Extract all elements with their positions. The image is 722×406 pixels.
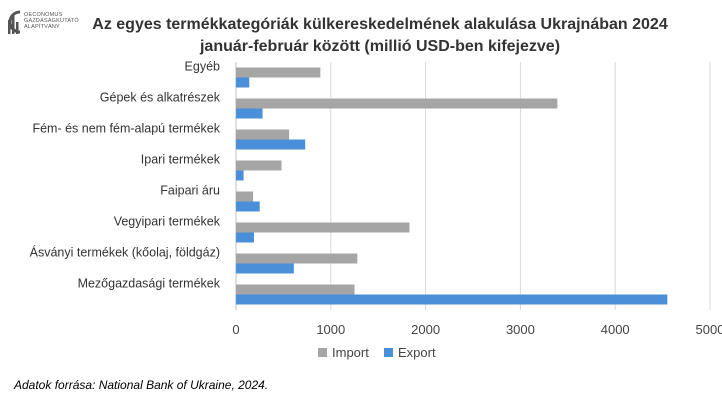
bar-import [236, 284, 355, 295]
bar-export [236, 294, 668, 305]
logo-line: GAZDASÁGKUTATÓ [24, 18, 79, 24]
logo: OECONOMUS GAZDASÁGKUTATÓ ALAPÍTVÁNY [2, 2, 122, 48]
category-label: Gépek és alkatrészek [100, 91, 221, 105]
x-tick-label: 2000 [411, 322, 440, 337]
logo-mark-icon [8, 10, 21, 34]
logo-line: OECONOMUS [24, 12, 63, 18]
x-tick-label: 0 [232, 322, 239, 337]
source-note: Adatok forrása: National Bank of Ukraine… [14, 378, 269, 392]
x-tick-label: 5000 [696, 322, 722, 337]
x-tick-label: 1000 [316, 322, 345, 337]
bar-import [236, 160, 282, 171]
category-label: Vegyipari termékek [114, 215, 221, 229]
legend-swatch-export [384, 348, 393, 357]
bar-export [236, 201, 260, 212]
chart-title-line-1: Az egyes termékkategóriák külkereskedelm… [92, 16, 668, 33]
legend-swatch-import [318, 348, 327, 357]
logo-text: OECONOMUS GAZDASÁGKUTATÓ ALAPÍTVÁNY [24, 12, 79, 30]
category-label: Ipari termékek [141, 153, 221, 167]
bar-import [236, 129, 290, 140]
legend-label-export: Export [398, 345, 436, 360]
x-tick-label: 3000 [506, 322, 535, 337]
bar-import [236, 191, 254, 202]
bar-export [236, 139, 306, 150]
chart-title: Az egyes termékkategóriák külkereskedelm… [60, 14, 700, 58]
legend-label-import: Import [332, 345, 369, 360]
bar-export [236, 170, 244, 181]
chart-title-line-2: január-február között (millió USD-ben ki… [199, 38, 561, 55]
bar-export [236, 232, 255, 243]
category-label: Fém- és nem fém-alapú termékek [32, 122, 220, 136]
logo-line: ALAPÍTVÁNY [24, 24, 60, 30]
x-tick-label: 4000 [601, 322, 630, 337]
category-label: Egyéb [185, 60, 220, 74]
bar-import [236, 98, 558, 109]
bar-export [236, 108, 263, 119]
bar-import [236, 222, 410, 233]
bar-import [236, 67, 321, 78]
category-label: Ásványi termékek (kőolaj, földgáz) [30, 245, 220, 260]
bar-import [236, 253, 358, 264]
category-label: Mezőgazdasági termékek [78, 277, 221, 291]
category-label: Faipari áru [160, 184, 220, 198]
bar-export [236, 77, 250, 88]
bar-export [236, 263, 294, 274]
